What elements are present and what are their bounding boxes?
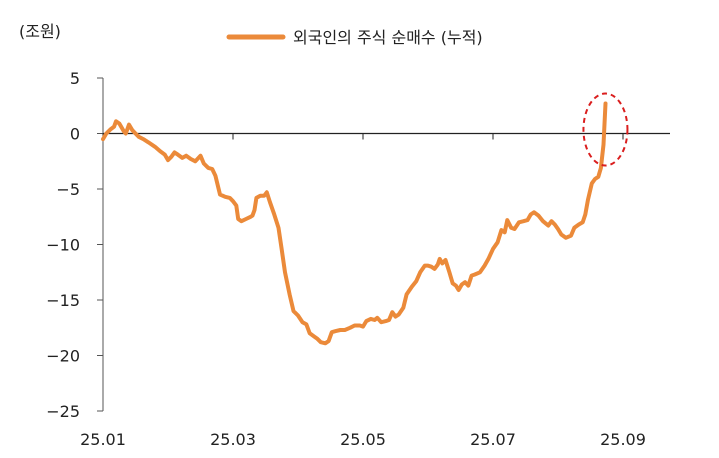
x-axis: 25.01 25.03 25.05 25.07 25.09 <box>80 132 670 449</box>
plot-area <box>101 92 629 346</box>
y-axis: 5 0 −5 −10 −15 −20 −25 <box>46 69 104 421</box>
y-tick-label: −20 <box>46 347 80 366</box>
legend: 외국인의 주식 순매수 (누적) <box>226 28 483 47</box>
y-tick-label: −10 <box>46 236 80 255</box>
x-tick-label: 25.03 <box>210 430 256 449</box>
x-tick-label: 25.09 <box>600 430 646 449</box>
y-tick-label: 0 <box>70 125 80 144</box>
highlight-ellipse <box>582 92 629 167</box>
y-tick-label: −15 <box>46 291 80 310</box>
y-tick-label: −25 <box>46 402 80 421</box>
y-tick-label: −5 <box>56 180 80 199</box>
legend-label-series-0: 외국인의 주식 순매수 (누적) <box>293 28 483 47</box>
series-line-0 <box>101 101 608 346</box>
x-tick-label: 25.01 <box>80 430 126 449</box>
y-tick-label: 5 <box>70 69 80 88</box>
unit-label: (조원) <box>19 22 61 41</box>
x-tick-label: 25.07 <box>470 430 516 449</box>
x-tick-label: 25.05 <box>340 430 386 449</box>
chart-header: (조원) 외국인의 주식 순매수 (누적) <box>19 22 483 47</box>
